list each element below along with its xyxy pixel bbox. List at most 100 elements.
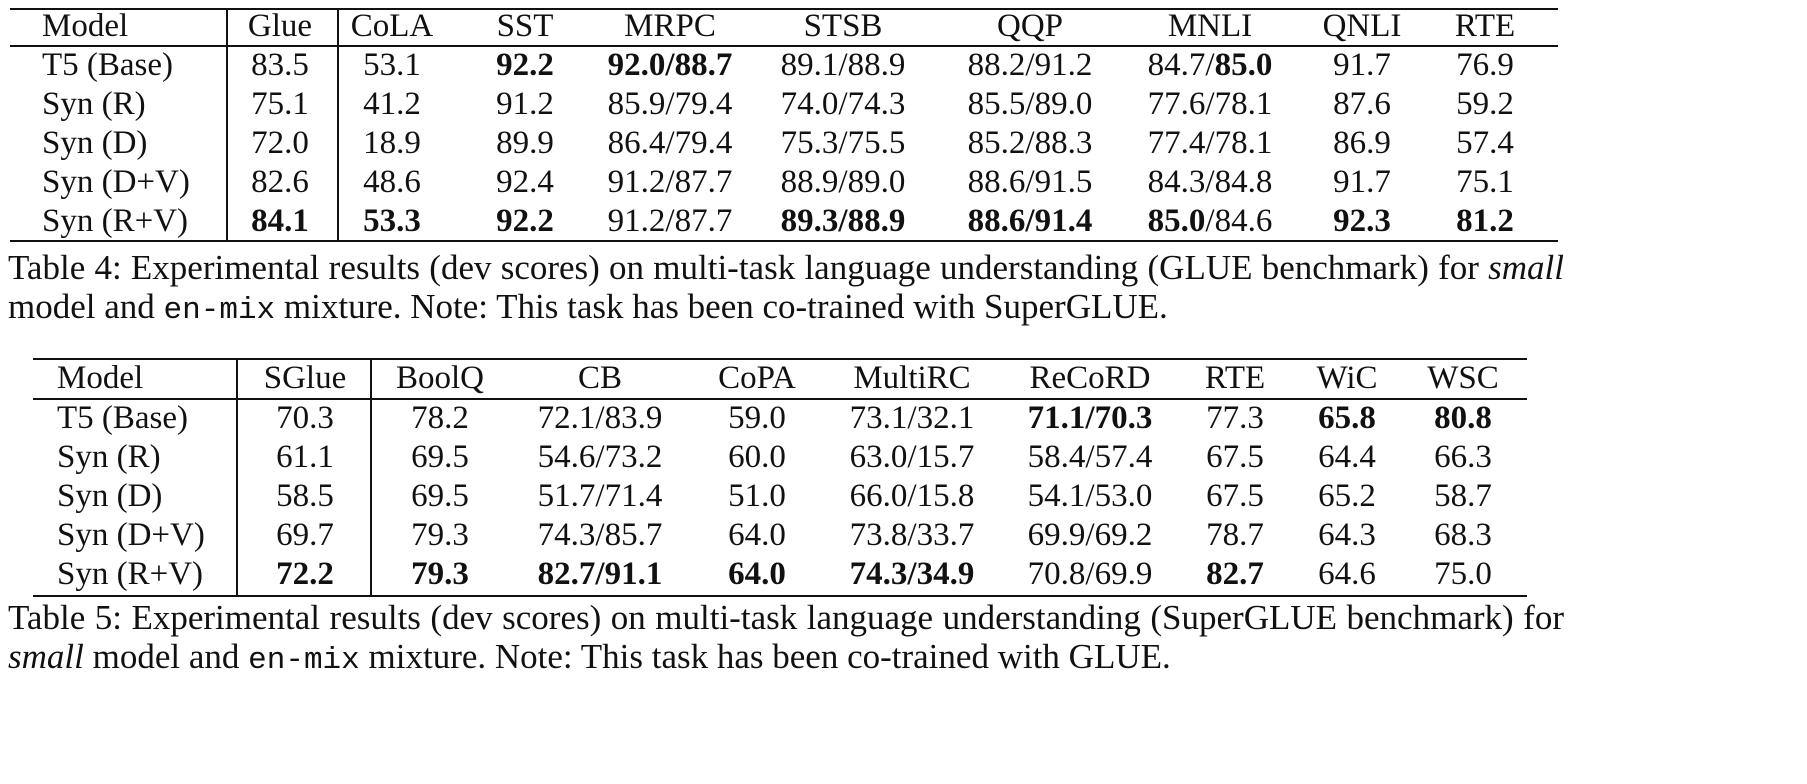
- table-cell: 85.5/89.0: [967, 86, 1093, 122]
- row-label: Syn (D): [57, 478, 163, 514]
- table-cell: 72.1/83.9: [537, 400, 663, 436]
- horizontal-rule: [33, 358, 1527, 360]
- table-cell: 74.3/85.7: [537, 517, 663, 553]
- table-cell: 60.0: [728, 439, 786, 475]
- bold-text: 71.1/70.3: [1027, 400, 1153, 436]
- table-cell: 58.7: [1434, 478, 1492, 514]
- column-header: MultiRC: [853, 360, 971, 396]
- italic-text: small: [1488, 248, 1564, 287]
- table-cell: 89.1/88.9: [780, 47, 906, 83]
- bold-text: 89.3/88.9: [780, 203, 906, 239]
- table-cell: 67.5: [1206, 439, 1264, 475]
- table-cell: 72.2: [276, 554, 334, 594]
- column-header: CoLA: [350, 8, 434, 44]
- table-cell: 91.7: [1333, 164, 1391, 200]
- table-cell: 79.3: [411, 554, 469, 594]
- caption-text: model and: [8, 287, 164, 326]
- column-header: Glue: [247, 8, 313, 44]
- table-cell: 69.5: [411, 439, 469, 475]
- table-cell: 77.6/78.1: [1147, 86, 1273, 122]
- caption: Table 4: Experimental results (dev score…: [8, 248, 1564, 330]
- column-header: WiC: [1316, 360, 1378, 396]
- table-cell: 70.8/69.9: [1027, 556, 1153, 592]
- caption-text: mixture. Note: This task has been co-tra…: [275, 287, 1168, 326]
- bold-text: 88.6/91.4: [967, 203, 1093, 239]
- vertical-rule: [370, 358, 372, 595]
- table-cell: 86.9: [1333, 125, 1391, 161]
- table-cell: 69.9/69.2: [1027, 517, 1153, 553]
- table-cell: 69.7: [276, 517, 334, 553]
- table-cell: 88.6/91.4: [968, 201, 1093, 241]
- bold-text: 72.2: [276, 556, 334, 592]
- row-label: Syn (D): [42, 125, 148, 161]
- table-cell: 92.2: [496, 45, 554, 85]
- table-cell: 92.4: [496, 164, 554, 200]
- bold-text: 82.7: [1206, 556, 1264, 592]
- table-cell: 84.3/84.8: [1147, 164, 1273, 200]
- table-cell: 84.1: [251, 201, 309, 241]
- table-cell: 82.6: [251, 164, 309, 200]
- table-cell: 51.0: [728, 478, 786, 514]
- column-header: WSC: [1427, 360, 1499, 396]
- column-header: RTE: [1204, 360, 1266, 396]
- table-cell: 64.6: [1318, 556, 1376, 592]
- bold-text: 64.0: [728, 556, 786, 592]
- table-cell: 58.5: [276, 478, 334, 514]
- table-cell: 78.7: [1206, 517, 1264, 553]
- row-label: T5 (Base): [57, 400, 189, 436]
- table-cell: 77.4/78.1: [1147, 125, 1273, 161]
- text: /84.6: [1205, 203, 1273, 239]
- table-cell: 91.2: [496, 86, 554, 122]
- column-header: RTE: [1454, 8, 1516, 44]
- row-label: Syn (D+V): [42, 164, 190, 200]
- table-cell: 64.0: [728, 554, 786, 594]
- code-text: en-mix: [248, 643, 360, 678]
- table-cell: 74.0/74.3: [780, 86, 906, 122]
- table-cell: 78.2: [411, 400, 469, 436]
- table-cell: 83.5: [251, 47, 309, 83]
- table-cell: 77.3: [1206, 400, 1264, 436]
- bold-text: 92.3: [1333, 203, 1391, 239]
- vertical-rule: [337, 8, 339, 240]
- column-header: MNLI: [1167, 8, 1253, 44]
- row-label: T5 (Base): [42, 47, 174, 83]
- table-cell: 61.1: [276, 439, 334, 475]
- table-cell: 74.3/34.9: [850, 554, 975, 594]
- table-cell: 82.7/91.1: [538, 554, 663, 594]
- table-cell: 57.4: [1456, 125, 1514, 161]
- bold-text: 79.3: [411, 556, 469, 592]
- column-header: MRPC: [624, 8, 716, 44]
- table-cell: 75.1: [251, 86, 309, 122]
- table-cell: 82.7: [1206, 554, 1264, 594]
- column-header: STSB: [803, 8, 883, 44]
- bold-text: 85.0: [1214, 47, 1273, 83]
- table-cell: 63.0/15.7: [849, 439, 975, 475]
- table-cell: 81.2: [1456, 201, 1514, 241]
- table-cell: 92.3: [1333, 201, 1391, 241]
- horizontal-rule: [10, 45, 1558, 47]
- table-cell: 65.8: [1318, 398, 1376, 438]
- table-cell: 72.0: [251, 125, 309, 161]
- vertical-rule: [226, 8, 228, 240]
- caption-text: model and: [83, 637, 249, 676]
- table-cell: 80.8: [1434, 398, 1492, 438]
- table-cell: 87.6: [1333, 86, 1391, 122]
- code-text: en-mix: [163, 293, 276, 328]
- table-cell: 88.6/91.5: [967, 164, 1093, 200]
- bold-text: 92.0/88.7: [607, 47, 733, 83]
- table-cell: 73.1/32.1: [849, 400, 975, 436]
- table-cell: 64.3: [1318, 517, 1376, 553]
- caption: Table 5: Experimental results (dev score…: [8, 598, 1564, 680]
- table-cell: 66.3: [1434, 439, 1492, 475]
- bold-text: 92.2: [496, 203, 554, 239]
- column-header: QQP: [996, 8, 1064, 44]
- horizontal-rule: [10, 240, 1558, 242]
- table-cell: 85.0/84.6: [1148, 201, 1273, 241]
- column-header: ReCoRD: [1029, 360, 1151, 396]
- table-cell: 75.1: [1456, 164, 1514, 200]
- column-header: SST: [496, 8, 554, 44]
- table-cell: 59.2: [1456, 86, 1514, 122]
- table-cell: 66.0/15.8: [849, 478, 975, 514]
- bold-text: 74.3/34.9: [849, 556, 975, 592]
